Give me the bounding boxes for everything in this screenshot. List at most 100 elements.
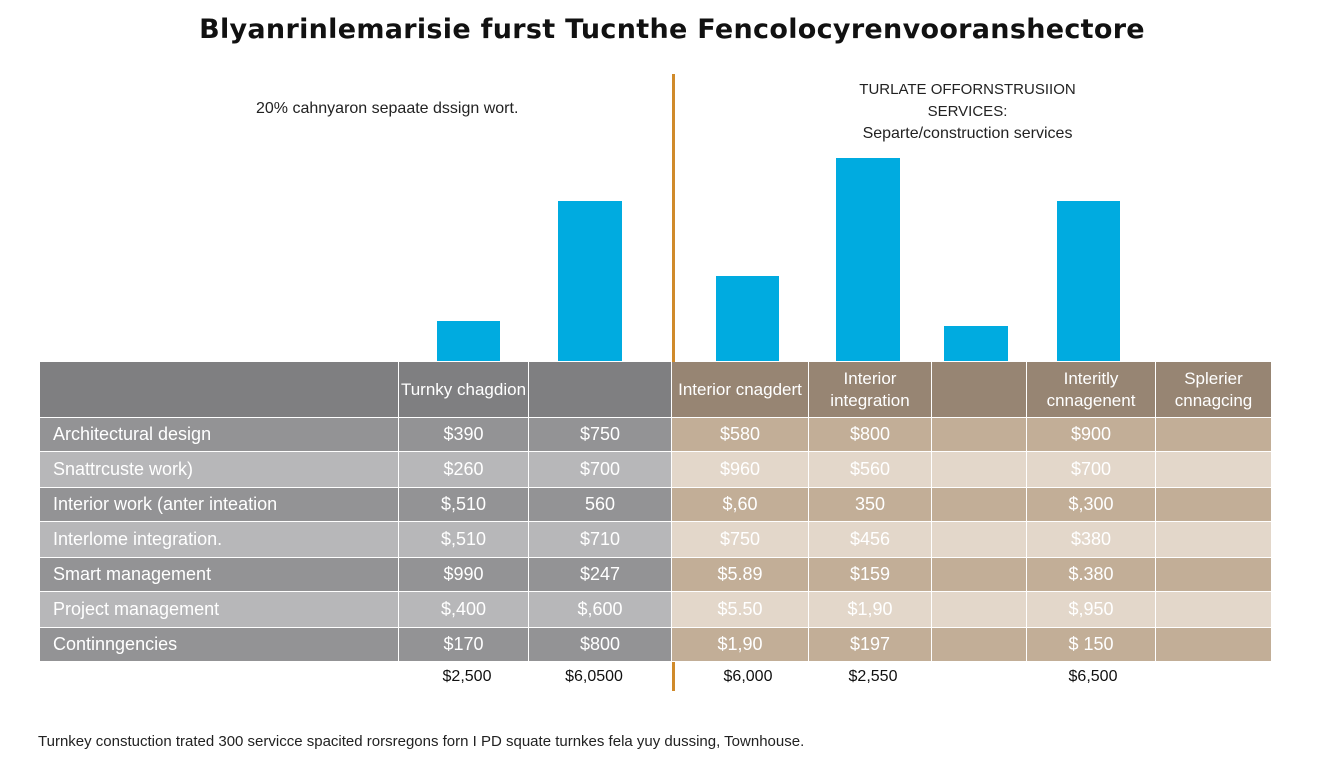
cell-text: $247 [579,564,621,584]
table-cell: $560 [809,452,932,487]
cell-text: Project management [53,599,220,619]
cell-text: $,60 [722,494,758,514]
cell-text: $,510 [440,529,487,549]
cell-text: Smart management [53,564,212,584]
cell-text: $800 [579,634,621,654]
table-cell [932,488,1027,521]
row-label: Architectural design [40,418,399,451]
table-cell [1156,418,1272,451]
row-label: Interlome integration. [40,522,399,557]
cell-text: $170 [443,634,484,654]
table-cell: $ 150 [1027,628,1156,661]
bar-3 [716,276,779,361]
cell-text: $197 [849,634,891,654]
table-cell: $1,90 [672,628,809,661]
cell-text: $,600 [577,599,623,619]
table-cell: $197 [809,628,932,661]
table-cell: $,950 [1027,592,1156,627]
table-cell: $,510 [399,488,529,521]
cell-text: Turnky chagdion [400,379,527,399]
cell-text: $580 [719,424,761,444]
total-value: $6,500 [1068,668,1118,685]
cell-text: 560 [584,494,616,514]
table-cell: $1,90 [809,592,932,627]
table-cell: $456 [809,522,932,557]
cell-text: $710 [579,529,621,549]
cell-text: Continngencies [53,634,178,654]
row-label: Interior work (anter inteation [40,488,399,521]
table-cell: $800 [529,628,672,661]
total-value: $2,550 [848,668,898,685]
table-cell: $260 [399,452,529,487]
table-cell: $750 [529,418,672,451]
header-cell: Splerier cnnagcing [1156,362,1272,417]
table-header-row: Turnky chagdion Interior cnagdert Interior… [40,362,1272,418]
table-cell [932,522,1027,557]
table-cell: $,300 [1027,488,1156,521]
table-row: Architectural design $390 $750 $580 $800 $900 [40,418,1272,452]
cell-text: Interior integration [830,368,910,410]
totals-row: $2,500 $6,0500 $6,000 $2,550 $6,500 [0,668,1344,690]
left-note: 20% cahnyaron sepaate dssign wort. [256,100,519,117]
cell-text: $750 [579,424,621,444]
bar-1 [437,321,500,361]
cell-text: Architectural design [53,424,212,444]
header-cell: Turnky chagdion [399,362,529,417]
header-cell: Interior cnagdert [672,362,809,417]
table-row: Smart management $990 $247 $5.89 $159 $.380 [40,558,1272,592]
cell-text: Snattrcuste work) [53,459,194,479]
cell-text: $390 [443,424,484,444]
bar-2 [558,201,622,361]
cell-text: $1,90 [847,599,893,619]
cell-text: 350 [854,494,886,514]
table-cell [1156,628,1272,661]
table-cell [1156,522,1272,557]
table-cell: $390 [399,418,529,451]
table-cell: $990 [399,558,529,591]
cell-text: $960 [719,459,761,479]
table-cell: $380 [1027,522,1156,557]
table-cell [1156,488,1272,521]
table-cell: $170 [399,628,529,661]
chart-title: Blyanrinlemarisie furst Tucnthe Fencoloc… [199,14,1145,45]
table-cell [932,418,1027,451]
cell-text: Interior cnagdert [678,379,802,399]
cell-text: Interitly cnnagenent [1046,368,1136,410]
table-cell: $159 [809,558,932,591]
right-note-line1: TURLATE OFFORNSTRUSIION SERVICES: [859,81,1076,120]
cell-text: $5.89 [717,564,763,584]
cell-text: $990 [443,564,484,584]
header-cell [40,362,399,417]
table-row: Continngencies $170 $800 $1,90 $197 $ 150 [40,628,1272,662]
cell-text: $,400 [440,599,487,619]
right-note: TURLATE OFFORNSTRUSIION SERVICES: Separt… [820,79,1115,145]
cell-text: Interlome integration. [53,529,223,549]
cell-text: $ 150 [1068,634,1114,654]
table-cell: $710 [529,522,672,557]
cell-text: $900 [1070,424,1112,444]
cell-text: $800 [849,424,891,444]
cell-text: $456 [849,529,891,549]
table-cell: 350 [809,488,932,521]
total-value: $6,000 [723,668,773,685]
table-cell: $800 [809,418,932,451]
table-cell [932,558,1027,591]
table-cell: $580 [672,418,809,451]
table-cell [932,628,1027,661]
table-cell: $,60 [672,488,809,521]
row-label: Snattrcuste work) [40,452,399,487]
cell-text: $.380 [1068,564,1114,584]
table-cell [1156,592,1272,627]
cell-text: $380 [1070,529,1112,549]
cell-text: $700 [1070,459,1112,479]
cell-text: $159 [849,564,891,584]
table-cell: $,400 [399,592,529,627]
table-cell: $5.50 [672,592,809,627]
row-label: Continngencies [40,628,399,661]
table-cell: 560 [529,488,672,521]
cell-text: $,510 [440,494,487,514]
cell-text: $,300 [1068,494,1114,514]
table-row: Snattrcuste work) $260 $700 $960 $560 $700 [40,452,1272,488]
header-cell [529,362,672,417]
table-cell: $247 [529,558,672,591]
